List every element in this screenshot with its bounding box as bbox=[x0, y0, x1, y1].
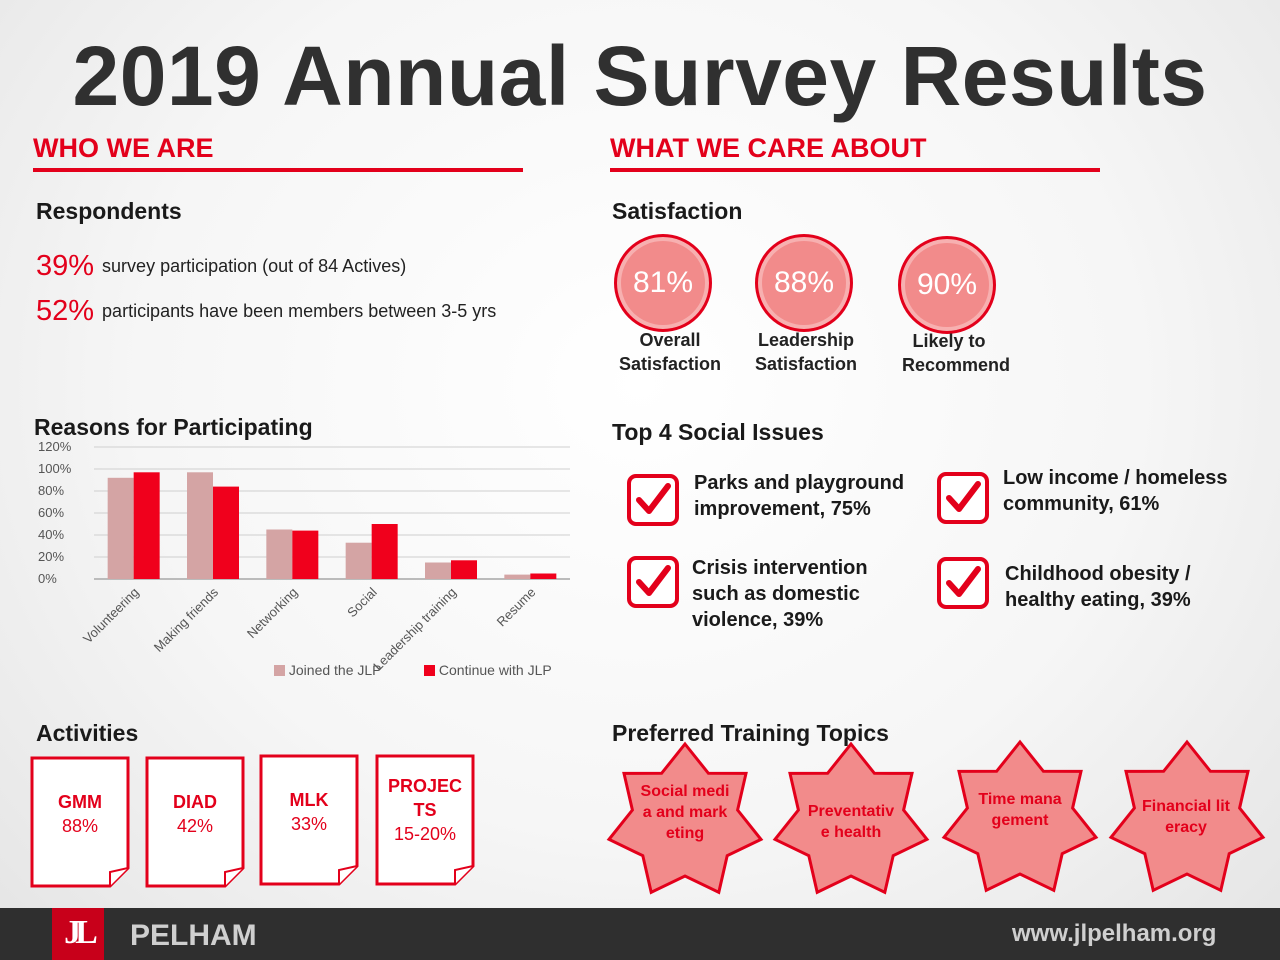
y-tick-label: 100% bbox=[38, 461, 72, 476]
bar-continue bbox=[451, 560, 477, 579]
check-mark-icon bbox=[636, 565, 671, 596]
stat-text: participants have been members between 3… bbox=[102, 301, 497, 321]
card-shape bbox=[375, 754, 475, 886]
what-we-care-heading: WHAT WE CARE ABOUT bbox=[610, 133, 927, 163]
card-shape bbox=[259, 754, 359, 886]
footer-bar bbox=[0, 908, 1280, 960]
bar-joined bbox=[187, 472, 213, 579]
y-tick-label: 20% bbox=[38, 549, 64, 564]
bar-joined bbox=[345, 542, 372, 579]
star-badge-icon bbox=[606, 741, 764, 895]
activity-card: PROJECTS 15-20% bbox=[375, 754, 475, 886]
footer-url-link[interactable]: www.jlpelham.org bbox=[1012, 920, 1217, 947]
checkbox-icon bbox=[627, 474, 679, 526]
bar-continue bbox=[292, 530, 319, 579]
card-text: GMM 88% bbox=[30, 790, 130, 838]
satisfaction-circle: 90% bbox=[898, 236, 996, 334]
issue-text: Childhood obesity / healthy eating, 39% bbox=[1005, 563, 1191, 611]
reasons-chart: 0%20%40%60%80%100%120% Volunteering Makin… bbox=[38, 439, 570, 673]
bar-continue bbox=[213, 486, 239, 579]
activity-value: 42% bbox=[176, 816, 214, 836]
respondents-heading: Respondents bbox=[36, 198, 182, 224]
what-we-care-rule bbox=[610, 168, 1100, 172]
bar-joined bbox=[107, 477, 134, 579]
y-tick-label: 80% bbox=[38, 483, 64, 498]
satisfaction-label: Overall Satisfaction bbox=[618, 330, 722, 374]
activity-name: MLK bbox=[289, 790, 329, 810]
checkbox-icon bbox=[937, 557, 989, 609]
activity-value: 33% bbox=[290, 814, 328, 834]
satisfaction-circle: 81% bbox=[614, 234, 712, 332]
page-title: 2019 Annual Survey Results bbox=[72, 29, 1208, 123]
activity-value: 15-20% bbox=[393, 824, 457, 844]
card-text: MLK 33% bbox=[259, 788, 359, 836]
card-text: PROJECTS 15-20% bbox=[387, 774, 463, 846]
training-topic: Time management bbox=[978, 791, 1062, 829]
satisfaction-label: Leadership Satisfaction bbox=[754, 330, 858, 374]
issue-text: Low income / homeless community, 61% bbox=[1003, 467, 1228, 515]
y-tick-label: 60% bbox=[38, 505, 64, 520]
bar-continue bbox=[133, 472, 160, 579]
checkbox-icon bbox=[937, 472, 989, 524]
footer-brand: PELHAM bbox=[130, 919, 257, 952]
y-tick-label: 120% bbox=[38, 439, 72, 454]
legend-label-joined: Joined the JLP bbox=[288, 662, 382, 678]
y-tick-label: 40% bbox=[38, 527, 64, 542]
bar-joined bbox=[425, 562, 451, 579]
activity-value: 88% bbox=[61, 816, 99, 836]
legend-swatch-joined bbox=[274, 665, 285, 676]
bar-joined bbox=[266, 529, 293, 579]
star-badge-icon bbox=[772, 741, 930, 895]
checkbox-icon bbox=[627, 556, 679, 608]
star-badge-icon bbox=[1108, 739, 1266, 893]
training-topic: Financial literacy bbox=[1141, 798, 1230, 836]
issue-text: Crisis intervention such as domestic vio… bbox=[692, 557, 868, 631]
activity-name: GMM bbox=[58, 792, 102, 812]
who-we-are-heading: WHO WE ARE bbox=[33, 133, 214, 163]
stat-row: 52% participants have been members betwee… bbox=[36, 295, 496, 328]
chart-legend: Continue with JLP bbox=[424, 662, 552, 678]
card-shape bbox=[145, 756, 245, 888]
card-text: DIAD 42% bbox=[145, 790, 245, 838]
legend-label-continue: Continue with JLP bbox=[438, 662, 552, 678]
stat-text: survey participation (out of 84 Actives) bbox=[102, 256, 407, 276]
issues-heading: Top 4 Social Issues bbox=[612, 419, 824, 445]
bar-joined bbox=[504, 574, 531, 579]
chart-legend: Joined the JLP bbox=[274, 662, 382, 678]
star-badge-icon bbox=[941, 739, 1099, 893]
activity-name: DIAD bbox=[173, 792, 217, 812]
stat-pct: 39% bbox=[36, 250, 95, 282]
training-heading: Preferred Training Topics bbox=[612, 720, 889, 746]
card-shape bbox=[30, 756, 130, 888]
check-mark-icon bbox=[946, 566, 981, 597]
check-mark-icon bbox=[946, 481, 981, 512]
activity-card: GMM 88% bbox=[30, 756, 130, 888]
issue-text: Parks and playground improvement, 75% bbox=[694, 472, 905, 520]
check-mark-icon bbox=[636, 483, 671, 514]
satisfaction-label: Likely to Recommend bbox=[902, 331, 1011, 375]
stat-pct: 52% bbox=[36, 295, 95, 327]
activity-name: PROJECTS bbox=[387, 776, 463, 820]
activity-card: MLK 33% bbox=[259, 754, 359, 886]
training-topic: Social media and marketing bbox=[640, 783, 730, 842]
satisfaction-heading: Satisfaction bbox=[612, 198, 743, 224]
satisfaction-circle: 88% bbox=[755, 234, 853, 332]
who-we-are-rule bbox=[33, 168, 523, 172]
activity-card: DIAD 42% bbox=[145, 756, 245, 888]
logo-text: JL bbox=[64, 914, 98, 951]
bar-continue bbox=[371, 524, 398, 579]
stat-row: 39% survey participation (out of 84 Activ… bbox=[36, 250, 406, 283]
legend-swatch-continue bbox=[424, 665, 435, 676]
activities-heading: Activities bbox=[36, 720, 139, 746]
jl-logo[interactable]: JL bbox=[52, 908, 104, 960]
bar-continue bbox=[530, 573, 557, 579]
training-topic: Preventative health bbox=[807, 803, 895, 841]
reasons-heading: Reasons for Participating bbox=[34, 414, 313, 440]
y-tick-label: 0% bbox=[38, 571, 57, 586]
